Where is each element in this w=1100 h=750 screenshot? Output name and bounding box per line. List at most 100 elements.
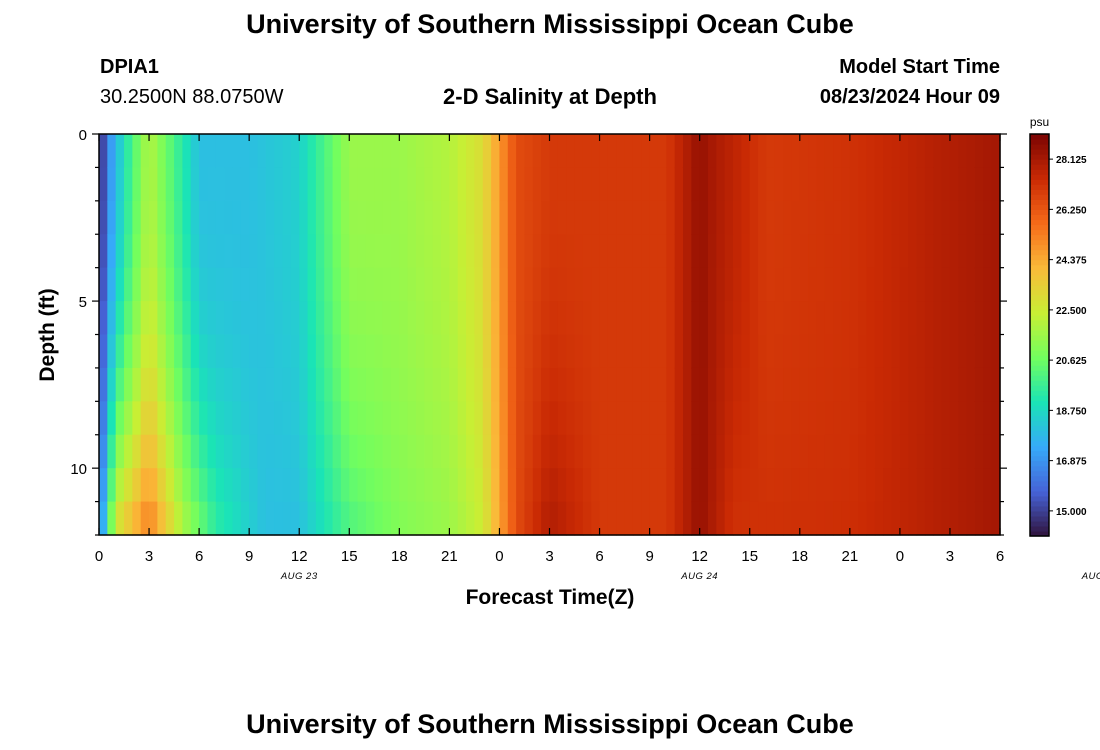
heatmap-cell	[816, 367, 826, 402]
heatmap-cell	[491, 401, 501, 436]
heatmap-cell	[165, 367, 175, 402]
heatmap-cell	[899, 267, 909, 302]
heatmap-cell	[174, 334, 184, 369]
heatmap-cell	[733, 334, 742, 369]
heatmap-cell	[841, 468, 851, 503]
colorbar-segment	[1030, 309, 1049, 316]
heatmap-cell	[716, 234, 726, 269]
heatmap-cell	[282, 401, 292, 436]
heatmap-cell	[641, 434, 651, 469]
heatmap-cell	[649, 468, 659, 503]
heatmap-cell	[424, 401, 434, 436]
heatmap-cell	[774, 334, 784, 369]
heatmap-cell	[441, 401, 450, 436]
heatmap-cell	[457, 267, 467, 302]
heatmap-cell	[866, 234, 876, 269]
heatmap-cell	[916, 367, 926, 402]
heatmap-cell	[307, 301, 317, 336]
heatmap-cell	[207, 367, 217, 402]
heatmap-cell	[966, 334, 976, 369]
heatmap-cell	[482, 167, 492, 202]
heatmap-cell	[632, 134, 642, 169]
heatmap-cell	[874, 401, 884, 436]
heatmap-cell	[399, 468, 409, 503]
heatmap-cell	[382, 267, 392, 302]
heatmap-cell	[874, 134, 884, 169]
heatmap-cell	[616, 501, 626, 536]
heatmap-cell	[891, 167, 901, 202]
heatmap-cell	[958, 434, 968, 469]
heatmap-cell	[991, 501, 1001, 536]
heatmap-cell	[566, 434, 576, 469]
heatmap-cell	[249, 134, 259, 169]
colorbar-segment	[1030, 299, 1049, 306]
heatmap-cell	[499, 434, 509, 469]
heatmap-cell	[941, 200, 951, 235]
heatmap-cell	[374, 200, 384, 235]
heatmap-cell	[924, 234, 934, 269]
heatmap-cell	[149, 501, 158, 536]
heatmap-cell	[849, 134, 859, 169]
heatmap-cell	[574, 501, 584, 536]
colorbar-tick-label: 18.750	[1056, 406, 1087, 417]
heatmap-cell	[140, 234, 150, 269]
heatmap-cell	[541, 234, 551, 269]
heatmap-cell	[174, 200, 184, 235]
heatmap-cell	[149, 134, 158, 169]
heatmap-cell	[390, 301, 400, 336]
heatmap-cell	[632, 401, 642, 436]
heatmap-cell	[682, 234, 692, 269]
heatmap-cell	[874, 234, 884, 269]
heatmap-cell	[466, 434, 476, 469]
heatmap-cell	[783, 401, 793, 436]
heatmap-cell	[799, 501, 809, 536]
heatmap-cell	[215, 234, 225, 269]
heatmap-cell	[340, 468, 350, 503]
page-title: University of Southern Mississippi Ocean…	[246, 9, 854, 39]
heatmap-cell	[215, 468, 225, 503]
heatmap-cell	[115, 267, 125, 302]
heatmap-cell	[499, 167, 509, 202]
heatmap-cell	[332, 434, 342, 469]
heatmap-cell	[107, 367, 117, 402]
heatmap-cell	[449, 401, 459, 436]
heatmap-cell	[866, 401, 876, 436]
heatmap-cell	[691, 434, 701, 469]
heatmap-cell	[107, 434, 117, 469]
heatmap-cell	[140, 167, 150, 202]
heatmap-cell	[290, 367, 300, 402]
heatmap-cell	[299, 234, 309, 269]
heatmap-cell	[532, 501, 542, 536]
heatmap-cell	[699, 134, 709, 169]
heatmap-cell	[824, 267, 834, 302]
heatmap-cell	[240, 434, 250, 469]
heatmap-cell	[657, 468, 667, 503]
heatmap-cell	[382, 234, 392, 269]
heatmap-cell	[916, 167, 926, 202]
colorbar-segment	[1030, 345, 1049, 351]
y-tick-labels: 0 5 10	[70, 127, 87, 478]
colorbar-segment	[1030, 410, 1049, 416]
heatmap-cell	[474, 267, 484, 302]
heatmap-cell	[240, 334, 250, 369]
heatmap-cell	[174, 367, 184, 402]
heatmap-cell	[799, 334, 809, 369]
heatmap-cell	[365, 301, 375, 336]
heatmap-cell	[874, 334, 884, 369]
heatmap-cell	[841, 367, 851, 402]
heatmap-cell	[816, 468, 826, 503]
heatmap-cell	[908, 401, 918, 436]
heatmap-cell	[182, 501, 192, 536]
heatmap-cell	[641, 367, 651, 402]
heatmap-cell	[249, 267, 259, 302]
heatmap-cell	[774, 468, 784, 503]
heatmap-cell	[482, 434, 492, 469]
heatmap-cell	[557, 401, 567, 436]
heatmap-cell	[799, 301, 809, 336]
heatmap-cell	[883, 167, 893, 202]
heatmap-cell	[591, 434, 601, 469]
heatmap-cell	[833, 267, 843, 302]
heatmap-cell	[466, 334, 476, 369]
heatmap-cell	[599, 267, 609, 302]
heatmap-cell	[432, 334, 442, 369]
